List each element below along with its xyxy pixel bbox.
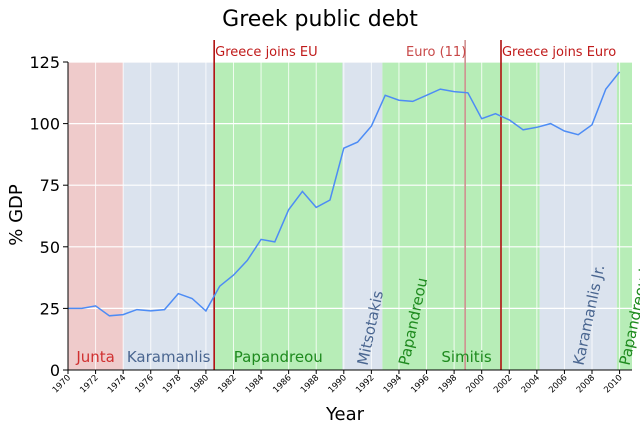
y-tick-label-50: 50	[40, 238, 60, 257]
event-label-greece-joins-euro: Greece joins Euro	[502, 45, 616, 60]
era-band-karamanlis-jr-6	[539, 62, 617, 370]
era-band-simitis-5	[425, 62, 540, 370]
y-axis-title: % GDP	[6, 184, 27, 246]
era-label-papandreou-2: Papandreou	[234, 348, 323, 366]
y-tick-labels: 0 25 50 75 100 125	[29, 53, 68, 380]
chart-title: Greek public debt	[222, 7, 418, 32]
era-band-mitsotakis-3	[342, 62, 383, 370]
x-tick-label-2000: 2000	[464, 373, 486, 395]
x-tick-label-1982: 1982	[216, 373, 238, 395]
era-label-simitis-5: Simitis	[441, 348, 492, 366]
x-tick-label-1990: 1990	[327, 373, 349, 395]
y-tick-label-125: 125	[29, 53, 60, 72]
y-tick-label-75: 75	[40, 176, 60, 195]
x-tick-label-1978: 1978	[161, 373, 183, 395]
x-tick-label-2004: 2004	[520, 373, 542, 395]
x-tick-label-2008: 2008	[575, 373, 597, 395]
x-tick-label-1986: 1986	[271, 373, 293, 395]
x-tick-label-1980: 1980	[189, 373, 211, 395]
y-tick-label-0: 0	[50, 361, 60, 380]
x-tick-label-2010: 2010	[602, 373, 624, 395]
series-line-0	[68, 71, 621, 317]
x-tick-label-1994: 1994	[382, 373, 404, 395]
event-label-greece-joins-eu: Greece joins EU	[215, 45, 317, 60]
x-tick-label-1974: 1974	[106, 373, 128, 395]
era-label-karamanlis-1: Karamanlis	[127, 348, 211, 366]
x-tick-labels: 1970 1972 1974 1976 1978 1980 1982 1984 1986 1988…	[51, 370, 625, 395]
x-tick-label-1972: 1972	[78, 373, 100, 395]
x-tick-label-2006: 2006	[547, 373, 569, 395]
x-tick-label-1992: 1992	[354, 373, 376, 395]
era-band-karamanlis-1	[123, 62, 215, 370]
era-band-papandreou-jr-7	[616, 62, 632, 370]
era-band-papandreou-4	[382, 62, 426, 370]
x-tick-label-1988: 1988	[299, 373, 321, 395]
event-lines: Greece joins EU Euro (11) Greece joins Eur…	[213, 40, 616, 370]
x-tick-label-1996: 1996	[409, 373, 431, 395]
x-axis-title: Year	[325, 404, 365, 425]
axes	[67, 62, 632, 371]
y-tick-label-25: 25	[40, 299, 60, 318]
y-tick-label-100: 100	[29, 115, 60, 134]
x-tick-label-1976: 1976	[133, 373, 155, 395]
era-band-papandreou-2	[214, 62, 343, 370]
era-label-junta-0: Junta	[75, 348, 115, 366]
x-tick-label-1998: 1998	[437, 373, 459, 395]
event-label-euro-11: Euro (11)	[406, 45, 466, 60]
era-bands	[68, 62, 632, 370]
x-tick-label-1984: 1984	[244, 373, 266, 395]
debt-series	[68, 71, 621, 317]
x-tick-label-2002: 2002	[492, 373, 514, 395]
